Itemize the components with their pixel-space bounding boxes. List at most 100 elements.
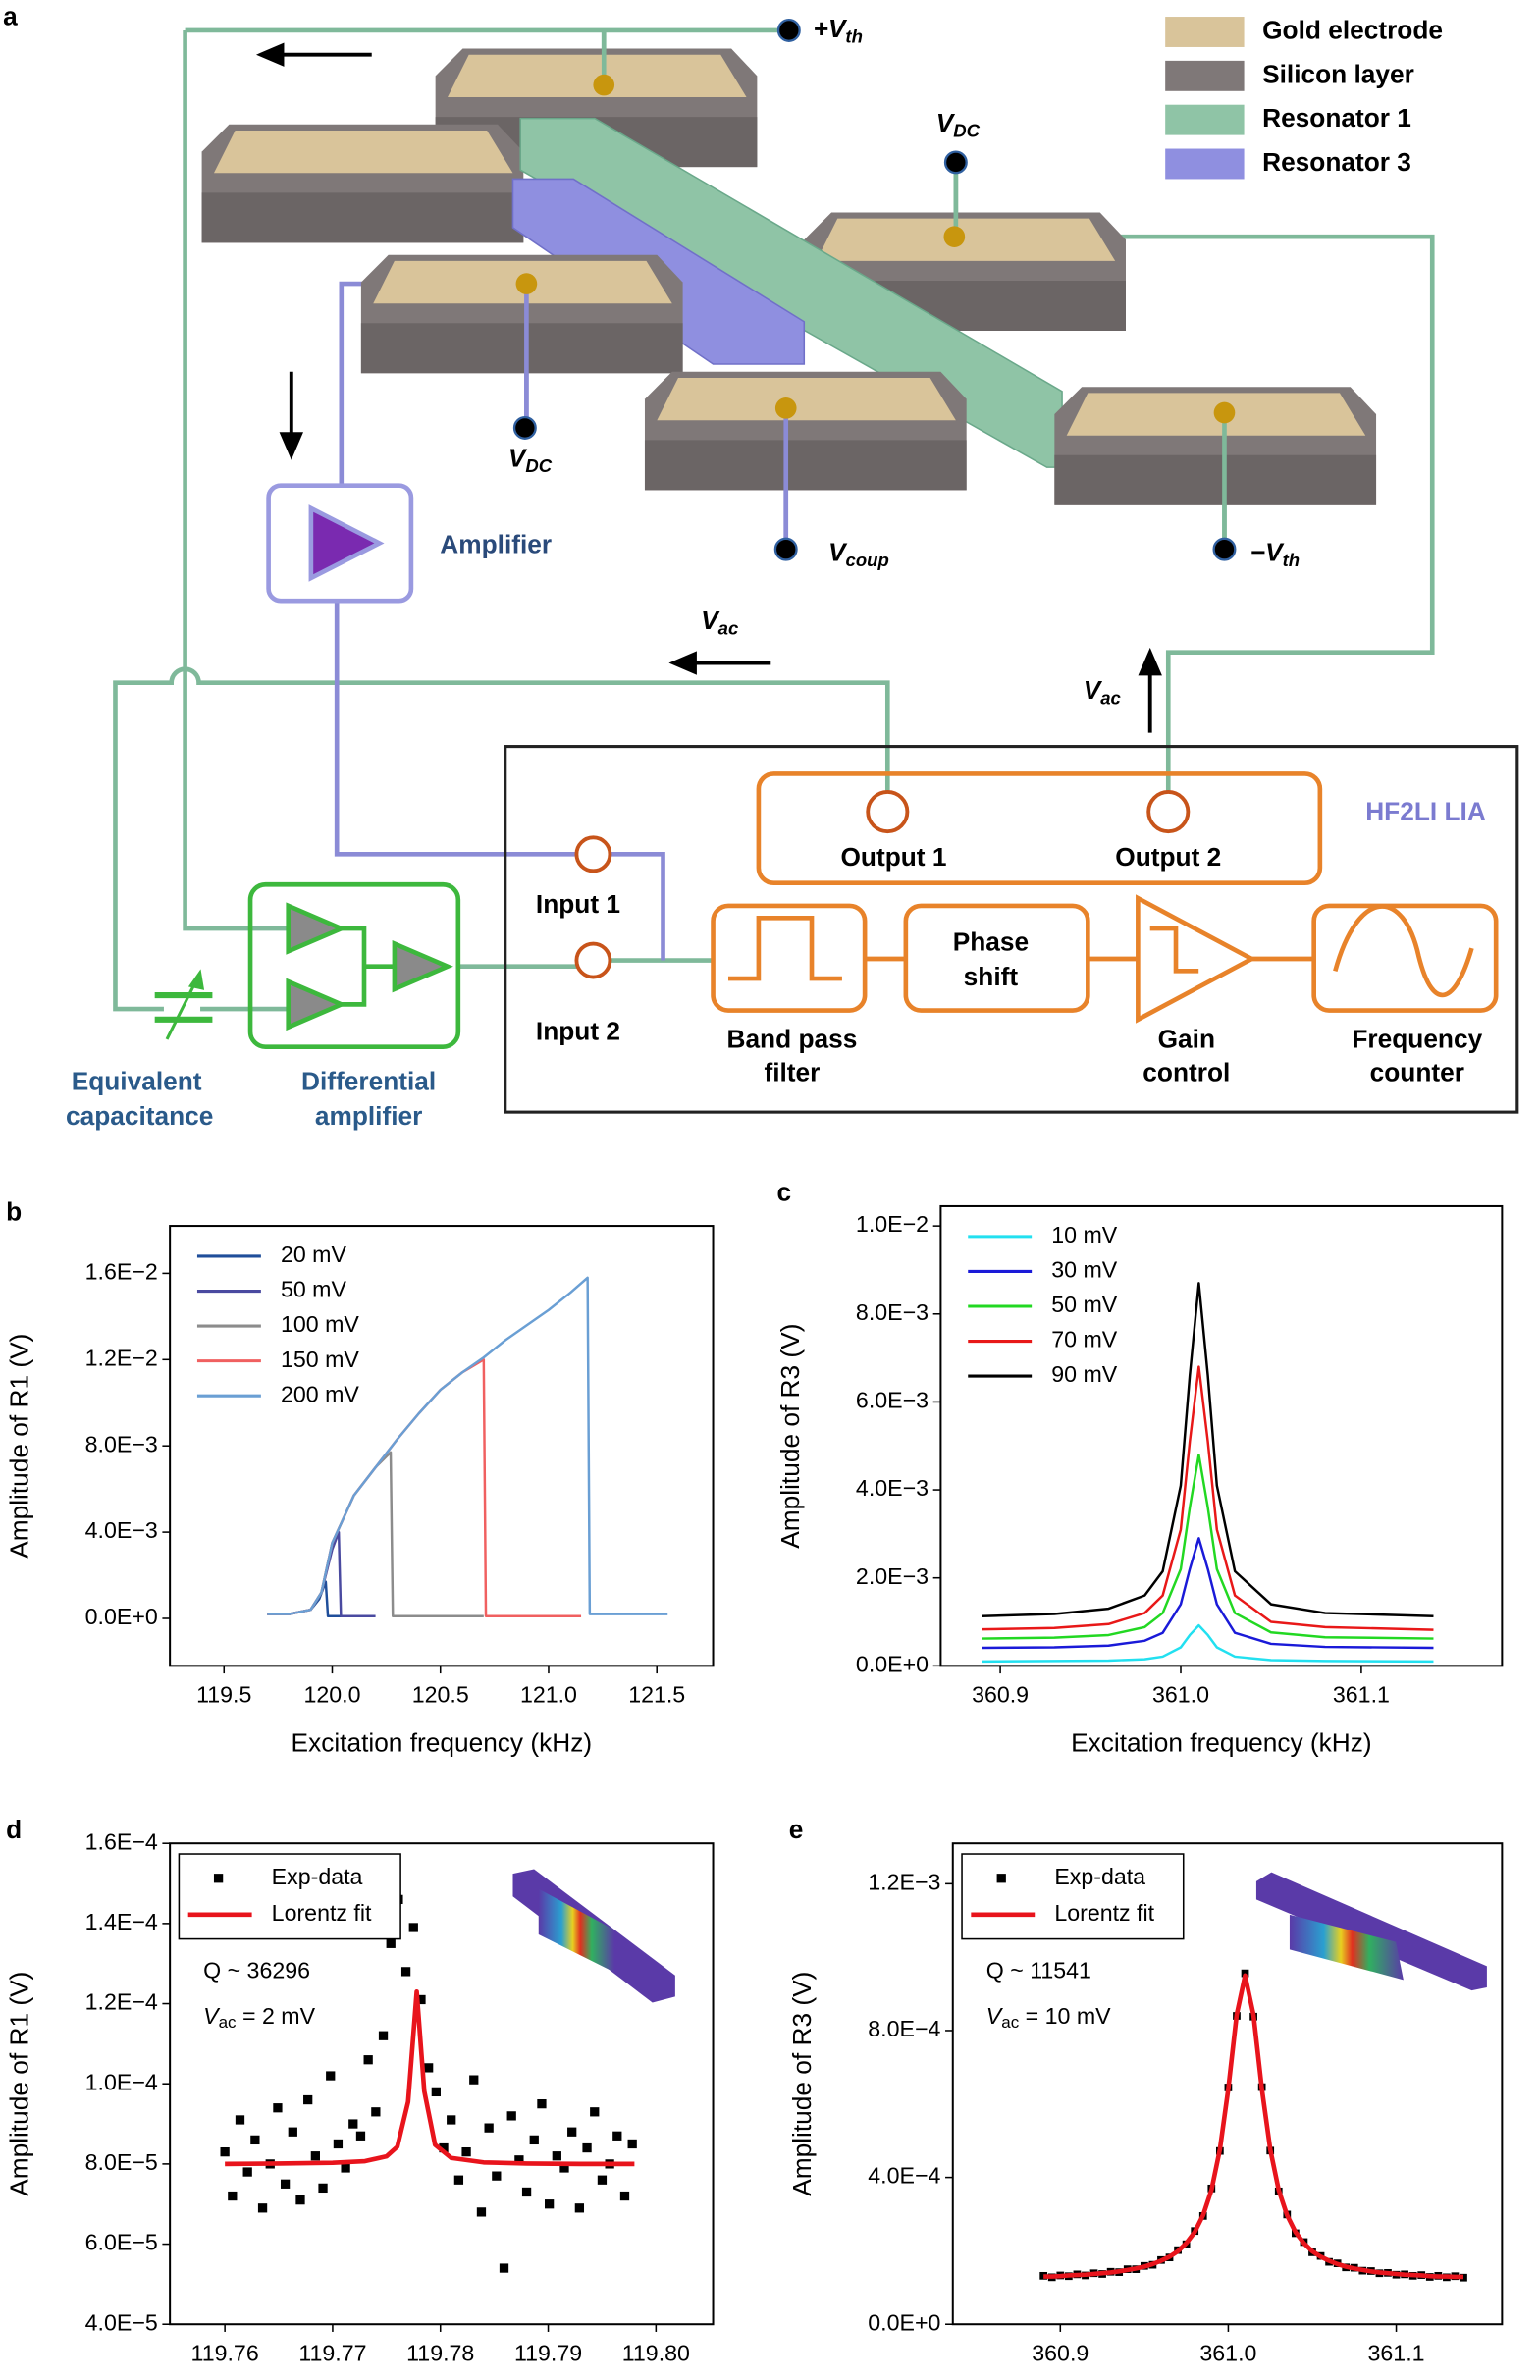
y-tick-label: 6.0E−5 <box>85 2230 158 2255</box>
y-axis-label: Amplitude of R3 (V) <box>787 1972 817 2196</box>
data-point <box>250 2135 260 2145</box>
data-point <box>235 2115 245 2125</box>
legend-marker <box>213 1874 224 1883</box>
y-axis-label: Amplitude of R1 (V) <box>5 1972 34 2196</box>
annotation: Q ~ 36296 <box>203 1958 310 1983</box>
data-point <box>627 2139 637 2149</box>
data-point <box>559 2163 569 2173</box>
data-point <box>257 2203 268 2213</box>
block-label: Differential <box>301 1067 436 1096</box>
label-main: V <box>1084 675 1103 705</box>
data-point <box>220 2146 230 2157</box>
series-line <box>982 1537 1434 1650</box>
data-point <box>386 1938 396 1948</box>
legend-text: Resonator 1 <box>1262 103 1411 132</box>
block-label: amplifier <box>315 1101 422 1131</box>
y-tick-label: 8.0E−5 <box>85 2149 158 2175</box>
legend-marker <box>996 1874 1006 1883</box>
x-axis-label: Excitation frequency (kHz) <box>292 1728 593 1758</box>
y-tick-label: 4.0E−5 <box>85 2309 158 2335</box>
data-point <box>484 2123 494 2133</box>
x-tick-label: 120.5 <box>412 1681 469 1707</box>
legend-label: 20 mV <box>281 1242 347 1267</box>
x-tick-label: 361.0 <box>1152 1681 1209 1707</box>
electrode <box>644 371 967 491</box>
terminal-label: VDC <box>936 108 981 141</box>
y-axis-label: Amplitude of R3 (V) <box>775 1324 805 1549</box>
y-tick-label: 0.0E+0 <box>868 2309 940 2335</box>
terminal-label: Vcoup <box>828 537 889 570</box>
series-line <box>982 1623 1434 1664</box>
label-main: V <box>936 108 956 137</box>
lia-label: HF2LI LIA <box>1365 797 1486 826</box>
pad-dots <box>515 74 1236 424</box>
label-main: V <box>508 443 528 472</box>
y-tick-label: 0.0E+0 <box>85 1604 158 1629</box>
series-line <box>267 1530 376 1618</box>
legend-frame <box>178 1853 401 1940</box>
annotation: Vac = 10 mV <box>986 2003 1111 2033</box>
y-tick-label: 1.2E−2 <box>85 1345 158 1370</box>
data-point <box>416 1994 426 2005</box>
series-line <box>982 1282 1434 1617</box>
label-main: V <box>701 606 720 635</box>
data-point <box>348 2119 358 2129</box>
block-label: counter <box>1370 1057 1464 1086</box>
amplifier-label: Amplifier <box>440 529 552 558</box>
chart: b 0.0E+0 4.0E−3 8.0E−3 1.2E−2 1.6E−2 119.5 120.… <box>5 1197 715 1758</box>
block-label: Phase <box>953 926 1029 956</box>
label-main: V <box>828 537 848 566</box>
data-point <box>288 2127 297 2137</box>
legend-label: Lorentz fit <box>1054 1900 1154 1926</box>
data-point <box>447 2115 456 2125</box>
data-point <box>295 2195 305 2205</box>
block-label: shift <box>964 962 1019 991</box>
series-line <box>225 1988 635 2167</box>
chart: d 4.0E−5 6.0E−5 8.0E−5 1.0E−4 1.2E−4 1.4E−4 1.6… <box>5 1815 715 2365</box>
annotation-text: = 2 mV <box>237 2003 316 2029</box>
annotation-text: Q ~ 11541 <box>986 1958 1091 1983</box>
label-main: +V <box>814 14 848 43</box>
y-tick-label: 0.0E+0 <box>856 1651 929 1676</box>
electrode <box>201 124 524 243</box>
data-point <box>318 2183 328 2194</box>
purple-wire <box>524 284 789 550</box>
outputs-box <box>756 771 1323 886</box>
legend-label: Lorentz fit <box>272 1900 372 1926</box>
x-tick-label: 361.0 <box>1199 2340 1256 2365</box>
data-point <box>590 2107 600 2117</box>
legend-frame <box>961 1853 1185 1940</box>
x-tick-label: 119.80 <box>622 2340 690 2365</box>
data-point <box>408 1923 418 1932</box>
data-point <box>567 2127 577 2137</box>
legend-a: Gold electrode Silicon layer Resonator 1… <box>1165 15 1443 180</box>
annotation-sub: ac <box>219 2014 237 2033</box>
legend-label: 200 mV <box>281 1381 359 1406</box>
label-sub: ac <box>1100 688 1121 709</box>
y-tick-label: 6.0E−3 <box>856 1388 929 1413</box>
series-line <box>267 1276 668 1615</box>
data-point <box>597 2175 608 2185</box>
x-tick-label: 361.1 <box>1368 2340 1425 2365</box>
y-tick-label: 1.2E−4 <box>85 1989 158 2015</box>
annotation: Q ~ 11541 <box>986 1958 1091 1983</box>
electrode <box>360 254 683 374</box>
annotation-text: V <box>203 2003 221 2029</box>
port-label: Input 1 <box>536 889 620 919</box>
terminals <box>512 18 1237 561</box>
label-sub: coup <box>846 550 889 570</box>
data-point <box>228 2191 238 2201</box>
data-point <box>1039 2271 1048 2280</box>
capacitor <box>154 969 213 1040</box>
ports <box>574 790 1191 979</box>
legend-label: 10 mV <box>1051 1222 1118 1247</box>
panel-label: a <box>3 2 18 31</box>
plot-frame <box>951 1842 1504 2326</box>
data-point <box>273 2103 283 2113</box>
y-tick-label: 8.0E−4 <box>868 2016 940 2041</box>
label-sub: th <box>845 26 863 47</box>
series-line <box>982 1365 1434 1631</box>
panel-label: c <box>776 1178 791 1207</box>
x-tick-label: 360.9 <box>972 1681 1029 1707</box>
